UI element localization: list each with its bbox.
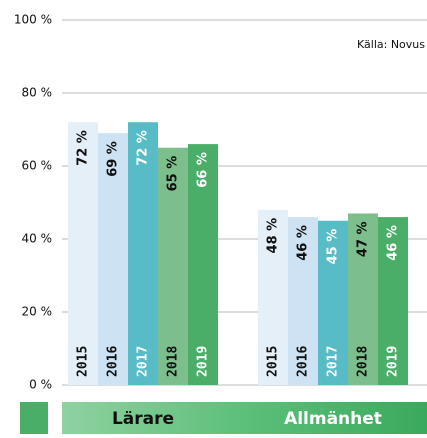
value-label: 65 %	[166, 156, 181, 192]
bar	[318, 220, 348, 385]
value-label: 69 %	[106, 141, 121, 177]
y-tick-label: 20 %	[22, 305, 53, 319]
value-label: 46 %	[386, 225, 401, 261]
category-band	[62, 402, 427, 434]
value-label: 72 %	[136, 130, 151, 166]
value-label: 46 %	[296, 225, 311, 261]
series-label: 2019	[196, 346, 211, 377]
series-label: 2016	[106, 346, 121, 377]
band-square	[20, 402, 48, 434]
value-label: 66 %	[196, 152, 211, 188]
category-label: Allmänhet	[284, 409, 382, 429]
series-label: 2019	[386, 346, 401, 377]
source: Källa: Novus	[357, 38, 425, 51]
bar	[128, 122, 158, 385]
y-tick-label: 60 %	[22, 159, 53, 173]
series-label: 2017	[136, 346, 151, 377]
y-tick-label: 80 %	[22, 86, 53, 100]
value-label: 72 %	[76, 130, 91, 166]
bar	[348, 213, 378, 385]
y-tick-label: 100 %	[14, 13, 52, 27]
series-label: 2015	[76, 346, 91, 377]
bar	[188, 144, 218, 385]
y-tick-label: 0 %	[29, 378, 52, 392]
series-label: 2018	[356, 346, 371, 377]
bar	[288, 217, 318, 385]
value-label: 47 %	[356, 221, 371, 257]
series-label: 2016	[296, 346, 311, 377]
category-label: Lärare	[112, 409, 174, 429]
series-label: 2018	[166, 346, 181, 377]
series-label: 2017	[326, 346, 341, 377]
value-label: 48 %	[266, 218, 281, 254]
y-tick-label: 40 %	[22, 232, 53, 246]
value-label: 45 %	[326, 229, 341, 265]
bar	[98, 133, 128, 385]
bar	[68, 122, 98, 385]
bar	[158, 147, 188, 385]
bar	[378, 217, 408, 385]
series-label: 2015	[266, 346, 281, 377]
bar	[258, 209, 288, 385]
